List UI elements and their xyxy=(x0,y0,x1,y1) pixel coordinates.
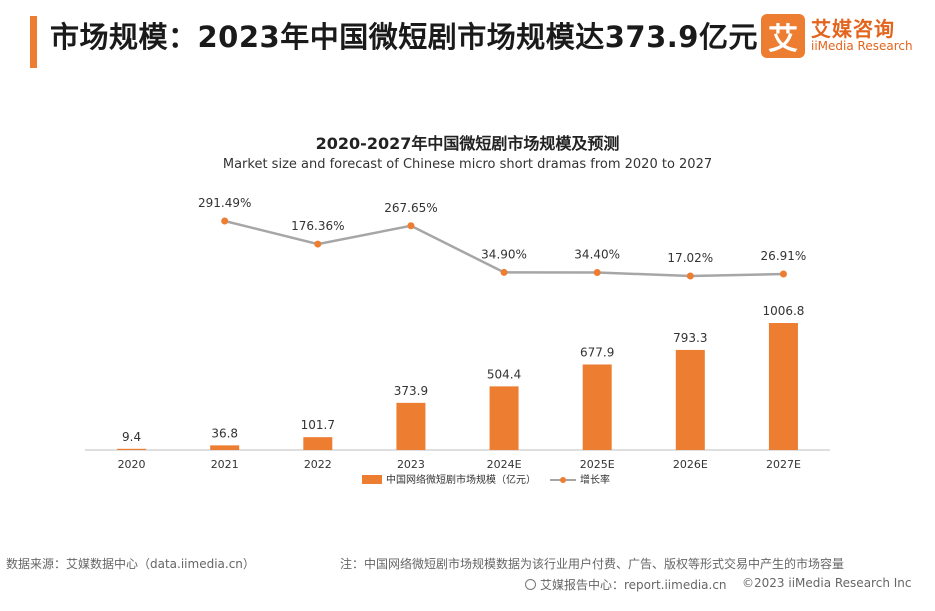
growth-rate-label: 34.90% xyxy=(481,247,527,261)
bar xyxy=(675,349,705,450)
brand-logo: 艾 艾媒咨询 iiMedia Research xyxy=(761,14,913,58)
copyright: ©2023 iiMedia Research Inc xyxy=(742,576,912,590)
footnote: 注：中国网络微短剧市场规模数据为该行业用户付费、广告、版权等形式交易中产生的市场… xyxy=(340,557,845,571)
growth-rate-point xyxy=(779,270,787,278)
chart-title: 2020-2027年中国微短剧市场规模及预测 xyxy=(315,134,620,153)
growth-rate-label: 17.02% xyxy=(667,251,713,265)
bar-value-label: 793.3 xyxy=(673,331,707,345)
growth-rate-point xyxy=(314,240,322,248)
growth-rate-label: 34.40% xyxy=(574,248,620,262)
growth-rate-point xyxy=(686,272,694,280)
x-tick-label: 2025E xyxy=(580,458,615,471)
bar xyxy=(768,323,798,450)
report-center-icon xyxy=(525,579,536,590)
bar-value-label: 9.4 xyxy=(122,430,141,444)
chart-subtitle: Market size and forecast of Chinese micr… xyxy=(222,157,713,172)
bar-value-label: 677.9 xyxy=(580,345,614,359)
x-tick-label: 2026E xyxy=(673,458,708,471)
bar-value-label: 504.4 xyxy=(487,367,521,381)
bar xyxy=(396,402,426,450)
bar xyxy=(303,437,333,450)
logo-name-cn: 艾媒咨询 xyxy=(811,17,895,42)
growth-rate-point xyxy=(500,268,508,276)
growth-rate-label: 176.36% xyxy=(291,219,344,233)
x-tick-label: 2021 xyxy=(211,458,239,471)
legend-line-label: 增长率 xyxy=(580,473,610,486)
bar xyxy=(489,386,519,450)
growth-rate-label: 26.91% xyxy=(761,249,807,263)
bar-value-label: 1006.8 xyxy=(762,304,804,318)
x-tick-label: 2027E xyxy=(766,458,801,471)
bar-value-label: 373.9 xyxy=(394,384,428,398)
growth-rate-label: 267.65% xyxy=(384,201,437,215)
report-center: 艾媒报告中心：report.iimedia.cn xyxy=(525,576,727,593)
bar xyxy=(210,445,240,450)
title-accent-bar xyxy=(30,16,37,68)
bar-value-label: 101.7 xyxy=(301,418,335,432)
growth-rate-label: 291.49% xyxy=(198,196,251,210)
x-tick-label: 2020 xyxy=(118,458,146,471)
bar xyxy=(117,448,147,450)
bar-value-label: 36.8 xyxy=(211,426,238,440)
growth-rate-point xyxy=(407,222,415,230)
x-tick-label: 2023 xyxy=(397,458,425,471)
data-source: 数据来源：艾媒数据中心（data.iimedia.cn） xyxy=(6,557,255,571)
x-tick-label: 2024E xyxy=(487,458,522,471)
logo-text: 艾媒咨询 iiMedia Research xyxy=(811,18,913,53)
legend-bar-label: 中国网络微短剧市场规模（亿元） xyxy=(386,473,536,486)
legend-bar-swatch xyxy=(362,475,382,484)
logo-mark-icon: 艾 xyxy=(761,14,805,58)
page-title: 市场规模：2023年中国微短剧市场规模达373.9亿元 xyxy=(50,20,758,54)
growth-rate-point xyxy=(593,269,601,277)
logo-name-en: iiMedia Research xyxy=(811,39,913,54)
report-center-text: 艾媒报告中心：report.iimedia.cn xyxy=(540,578,727,592)
x-tick-label: 2022 xyxy=(304,458,332,471)
bar xyxy=(582,364,612,450)
legend-line-marker xyxy=(560,477,566,483)
growth-rate-point xyxy=(221,217,229,225)
